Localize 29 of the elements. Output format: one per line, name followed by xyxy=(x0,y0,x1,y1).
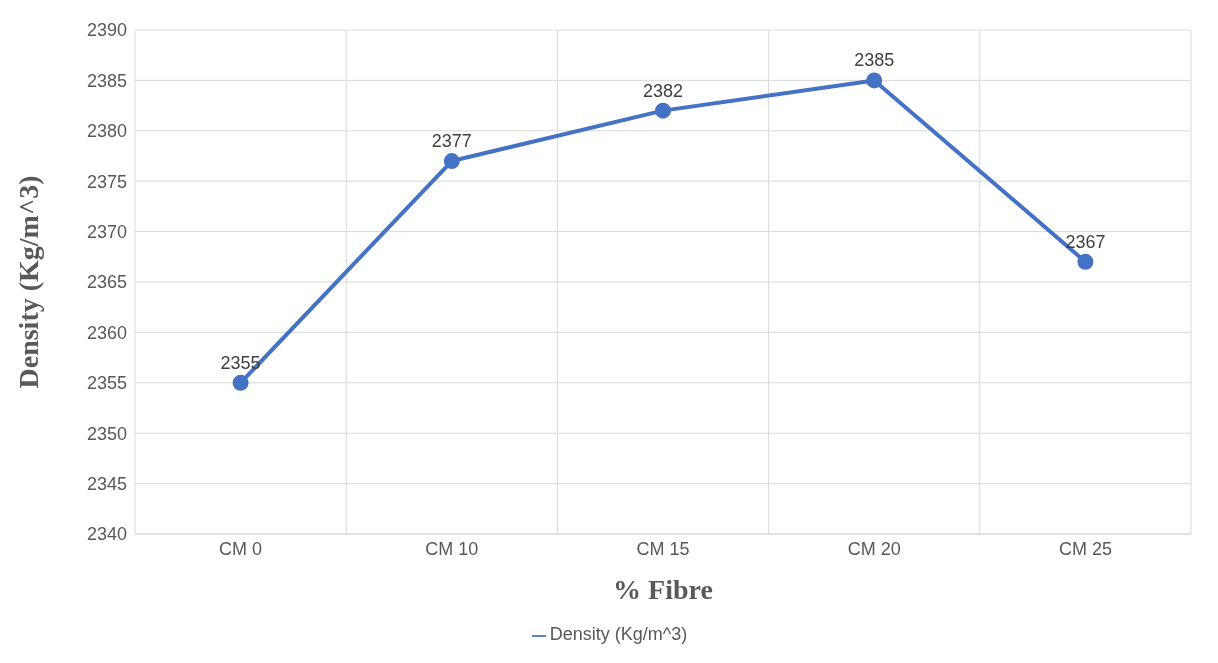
y-tick-label: 2375 xyxy=(86,171,127,192)
point xyxy=(1077,253,1094,270)
y-tick-label: 2390 xyxy=(86,20,127,41)
legend-label: Density (Kg/m^3) xyxy=(549,624,688,644)
x-tick-label: CM 15 xyxy=(636,538,690,559)
data-label: 2377 xyxy=(431,131,472,152)
data-label: 2385 xyxy=(854,50,895,71)
data-label: 2382 xyxy=(642,80,684,101)
data-label: 2367 xyxy=(1065,231,1106,252)
x-tick-label: CM 25 xyxy=(1058,538,1112,559)
x-tick-label: CM 0 xyxy=(219,538,263,559)
y-tick-label: 2350 xyxy=(86,423,127,444)
x-tick-label: CM 20 xyxy=(847,538,901,559)
y-tick-label: 2340 xyxy=(86,524,127,545)
y-axis-title: Density (Kg/m^3) xyxy=(12,175,44,389)
point xyxy=(866,72,883,89)
y-tick-label: 2345 xyxy=(86,473,127,494)
x-tick-label: CM 10 xyxy=(425,538,479,559)
y-tick-label: 2365 xyxy=(86,272,127,293)
y-tick-label: 2355 xyxy=(86,373,127,394)
point xyxy=(443,153,460,170)
x-axis-title: % Fibre xyxy=(613,574,713,605)
y-tick-label: 2360 xyxy=(86,322,127,343)
y-tick-label: 2370 xyxy=(86,221,127,242)
point xyxy=(232,374,249,391)
y-tick-label: 2380 xyxy=(86,121,127,142)
y-tick-label: 2385 xyxy=(86,70,127,91)
data-label: 2355 xyxy=(220,352,261,373)
point xyxy=(655,102,671,119)
